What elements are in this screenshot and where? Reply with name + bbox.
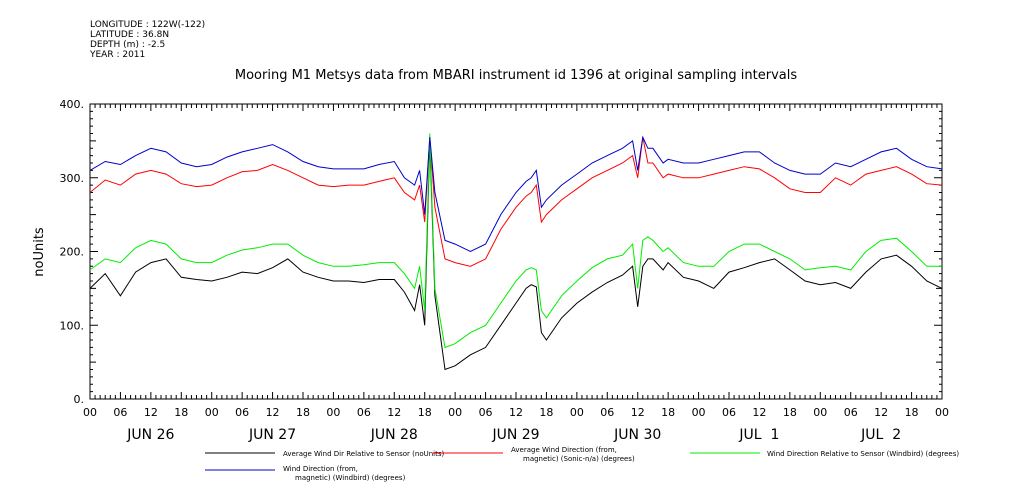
x-tick-label: 12 bbox=[144, 406, 158, 419]
longitude-label: LONGITUDE : 122W(-122) bbox=[90, 20, 206, 30]
latitude-label: LATITUDE : 36.8N bbox=[90, 30, 170, 40]
x-tick-label: 06 bbox=[844, 406, 858, 419]
x-tick-label: 18 bbox=[539, 406, 553, 419]
x-tick-label: 06 bbox=[479, 406, 493, 419]
x-tick-label: 18 bbox=[418, 406, 432, 419]
x-day-label: JUN 28 bbox=[370, 427, 418, 443]
x-tick-label: 18 bbox=[661, 406, 675, 419]
legend-label-line: Wind Direction Relative to Sensor (Windb… bbox=[767, 450, 959, 458]
x-tick-label: 00 bbox=[692, 406, 706, 419]
legend-label-line: Wind Direction (from, bbox=[283, 465, 358, 473]
x-tick-label: 06 bbox=[722, 406, 736, 419]
x-day-label: JUN 27 bbox=[248, 427, 296, 443]
x-day-labels: JUN 26 JUN 27 JUN 28 JUN 29 JUN 30 JUL 1 JUL 2 bbox=[126, 427, 901, 443]
x-tick-label: 00 bbox=[326, 406, 340, 419]
legend-label-line: Average Wind Dir Relative to Sensor (noU… bbox=[283, 450, 444, 458]
legend-label-line: magnetic) (Windbird) (degrees) bbox=[295, 474, 406, 482]
y-axis-label: noUnits bbox=[32, 227, 47, 277]
year-label: YEAR : 2011 bbox=[90, 50, 146, 60]
legend-label-line: magnetic) (Sonic-n/a) (degrees) bbox=[523, 455, 635, 463]
series-line-1 bbox=[89, 140, 943, 371]
x-tick-label: 00 bbox=[813, 406, 827, 419]
x-tick-label: 12 bbox=[631, 406, 645, 419]
y-tick-label: 200. bbox=[60, 246, 85, 259]
legend-label: Average Wind Direction (from, magnetic) (… bbox=[511, 446, 635, 463]
x-day-label: JUL 1 bbox=[738, 427, 779, 443]
x-tick-label: 00 bbox=[205, 406, 219, 419]
x-tick-label: 12 bbox=[752, 406, 766, 419]
x-tick-label: 06 bbox=[600, 406, 614, 419]
y-tick-label: 300. bbox=[60, 172, 85, 185]
x-tick-label: 06 bbox=[113, 406, 127, 419]
x-tick-label: 12 bbox=[266, 406, 280, 419]
x-tick-label: 00 bbox=[83, 406, 97, 419]
x-tick-label: 18 bbox=[905, 406, 919, 419]
x-day-label: JUL 2 bbox=[860, 427, 901, 443]
y-tick-label: 400. bbox=[60, 98, 85, 111]
x-day-label: JUN 30 bbox=[613, 427, 661, 443]
x-tick-label: 12 bbox=[387, 406, 401, 419]
plot-frame bbox=[89, 103, 943, 400]
x-tick-label: 12 bbox=[874, 406, 888, 419]
x-tick-label: 18 bbox=[174, 406, 188, 419]
series-line-4 bbox=[89, 135, 943, 253]
x-tick-label: 18 bbox=[296, 406, 310, 419]
x-day-label: JUN 29 bbox=[491, 427, 539, 443]
tick-marks bbox=[89, 103, 943, 400]
y-tick-label: 0. bbox=[74, 393, 85, 406]
legend-label: Wind Direction (from, magnetic) (Windbird… bbox=[283, 465, 406, 482]
metadata-block: LONGITUDE : 122W(-122) LATITUDE : 36.8N … bbox=[90, 20, 205, 60]
x-tick-label: 00 bbox=[448, 406, 462, 419]
x-tick-label: 18 bbox=[783, 406, 797, 419]
depth-label: DEPTH (m) : -2.5 bbox=[90, 40, 166, 50]
legend-label: Average Wind Dir Relative to Sensor (noU… bbox=[283, 450, 444, 458]
series-lines bbox=[89, 133, 943, 371]
x-tick-label: 06 bbox=[235, 406, 249, 419]
legend-label-line: Average Wind Direction (from, bbox=[511, 446, 617, 454]
x-tick-label: 06 bbox=[357, 406, 371, 419]
series-line-2 bbox=[89, 137, 943, 267]
x-hour-labels: 00 06 12 18 00 06 12 18 00 06 12 18 00 06 12 18 00 06 12 18… bbox=[83, 406, 949, 419]
x-tick-label: 12 bbox=[509, 406, 523, 419]
x-day-label: JUN 26 bbox=[126, 427, 174, 443]
y-tick-label: 100. bbox=[60, 319, 85, 332]
y-tick-labels: 0. 100. 200. 300. 400. bbox=[60, 98, 85, 406]
series-line-3 bbox=[89, 133, 942, 349]
legend: Average Wind Dir Relative to Sensor (noU… bbox=[205, 446, 959, 482]
legend-label: Wind Direction Relative to Sensor (Windb… bbox=[767, 450, 959, 458]
x-tick-label: 00 bbox=[570, 406, 584, 419]
x-tick-label: 00 bbox=[935, 406, 949, 419]
chart-title: Mooring M1 Metsys data from MBARI instru… bbox=[234, 68, 798, 83]
